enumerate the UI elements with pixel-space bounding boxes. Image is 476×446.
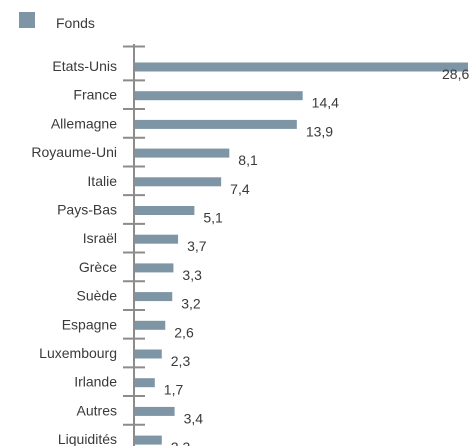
category-label: Etats-Unis [52, 58, 117, 74]
category-label: Suède [77, 288, 118, 304]
bar [135, 349, 162, 359]
value-label: 5,1 [203, 210, 223, 226]
value-label: 2,3 [171, 439, 191, 446]
category-label: Luxembourg [39, 345, 117, 361]
value-label: 8,1 [238, 152, 258, 168]
axis-ticks [123, 45, 145, 426]
bar [135, 91, 303, 101]
value-label: 2,3 [171, 353, 191, 369]
bar [135, 148, 230, 158]
legend-label: Fonds [56, 15, 95, 31]
value-labels: 28,6 14,4 13,9 8,1 7,4 5,1 3,7 3,3 3,2 2,6 2,3 1,73… [164, 66, 470, 446]
category-label: Espagne [62, 316, 117, 332]
value-label: 7,4 [230, 181, 250, 197]
category-label: Israël [83, 230, 117, 246]
bar [135, 378, 155, 388]
value-label: 14,4 [312, 95, 339, 111]
category-label: Grèce [79, 259, 117, 275]
bar [135, 406, 175, 416]
bar [135, 206, 195, 215]
bar [135, 177, 222, 187]
category-label: Royaume-Uni [31, 144, 117, 160]
category-label: Pays-Bas [57, 202, 117, 218]
bar [135, 435, 162, 445]
bars [135, 62, 468, 445]
bar [135, 119, 297, 129]
category-label: France [73, 87, 117, 103]
category-labels: Etats-Unis France Allemagne Royaume-Uni Ital… [31, 58, 117, 446]
value-label: 13,9 [306, 123, 333, 139]
category-label: Italie [87, 173, 117, 189]
bar [135, 263, 174, 273]
value-label: 3,4 [184, 410, 204, 426]
value-label: 2,6 [174, 324, 194, 340]
bar [135, 62, 468, 72]
bar [135, 234, 179, 244]
legend: Fonds [19, 12, 95, 31]
value-label: 1,7 [164, 382, 184, 398]
value-label: 3,2 [181, 296, 201, 312]
category-label: Irlande [74, 374, 117, 390]
category-label: Autres [77, 402, 117, 418]
value-label: 3,3 [182, 267, 202, 283]
category-label: Allemagne [51, 115, 117, 131]
bar [135, 292, 173, 302]
bar [135, 320, 166, 330]
category-label: Liquidités [58, 431, 117, 446]
value-label: 3,7 [187, 238, 207, 254]
legend-swatch [19, 12, 35, 28]
value-label: 28,6 [442, 66, 469, 82]
